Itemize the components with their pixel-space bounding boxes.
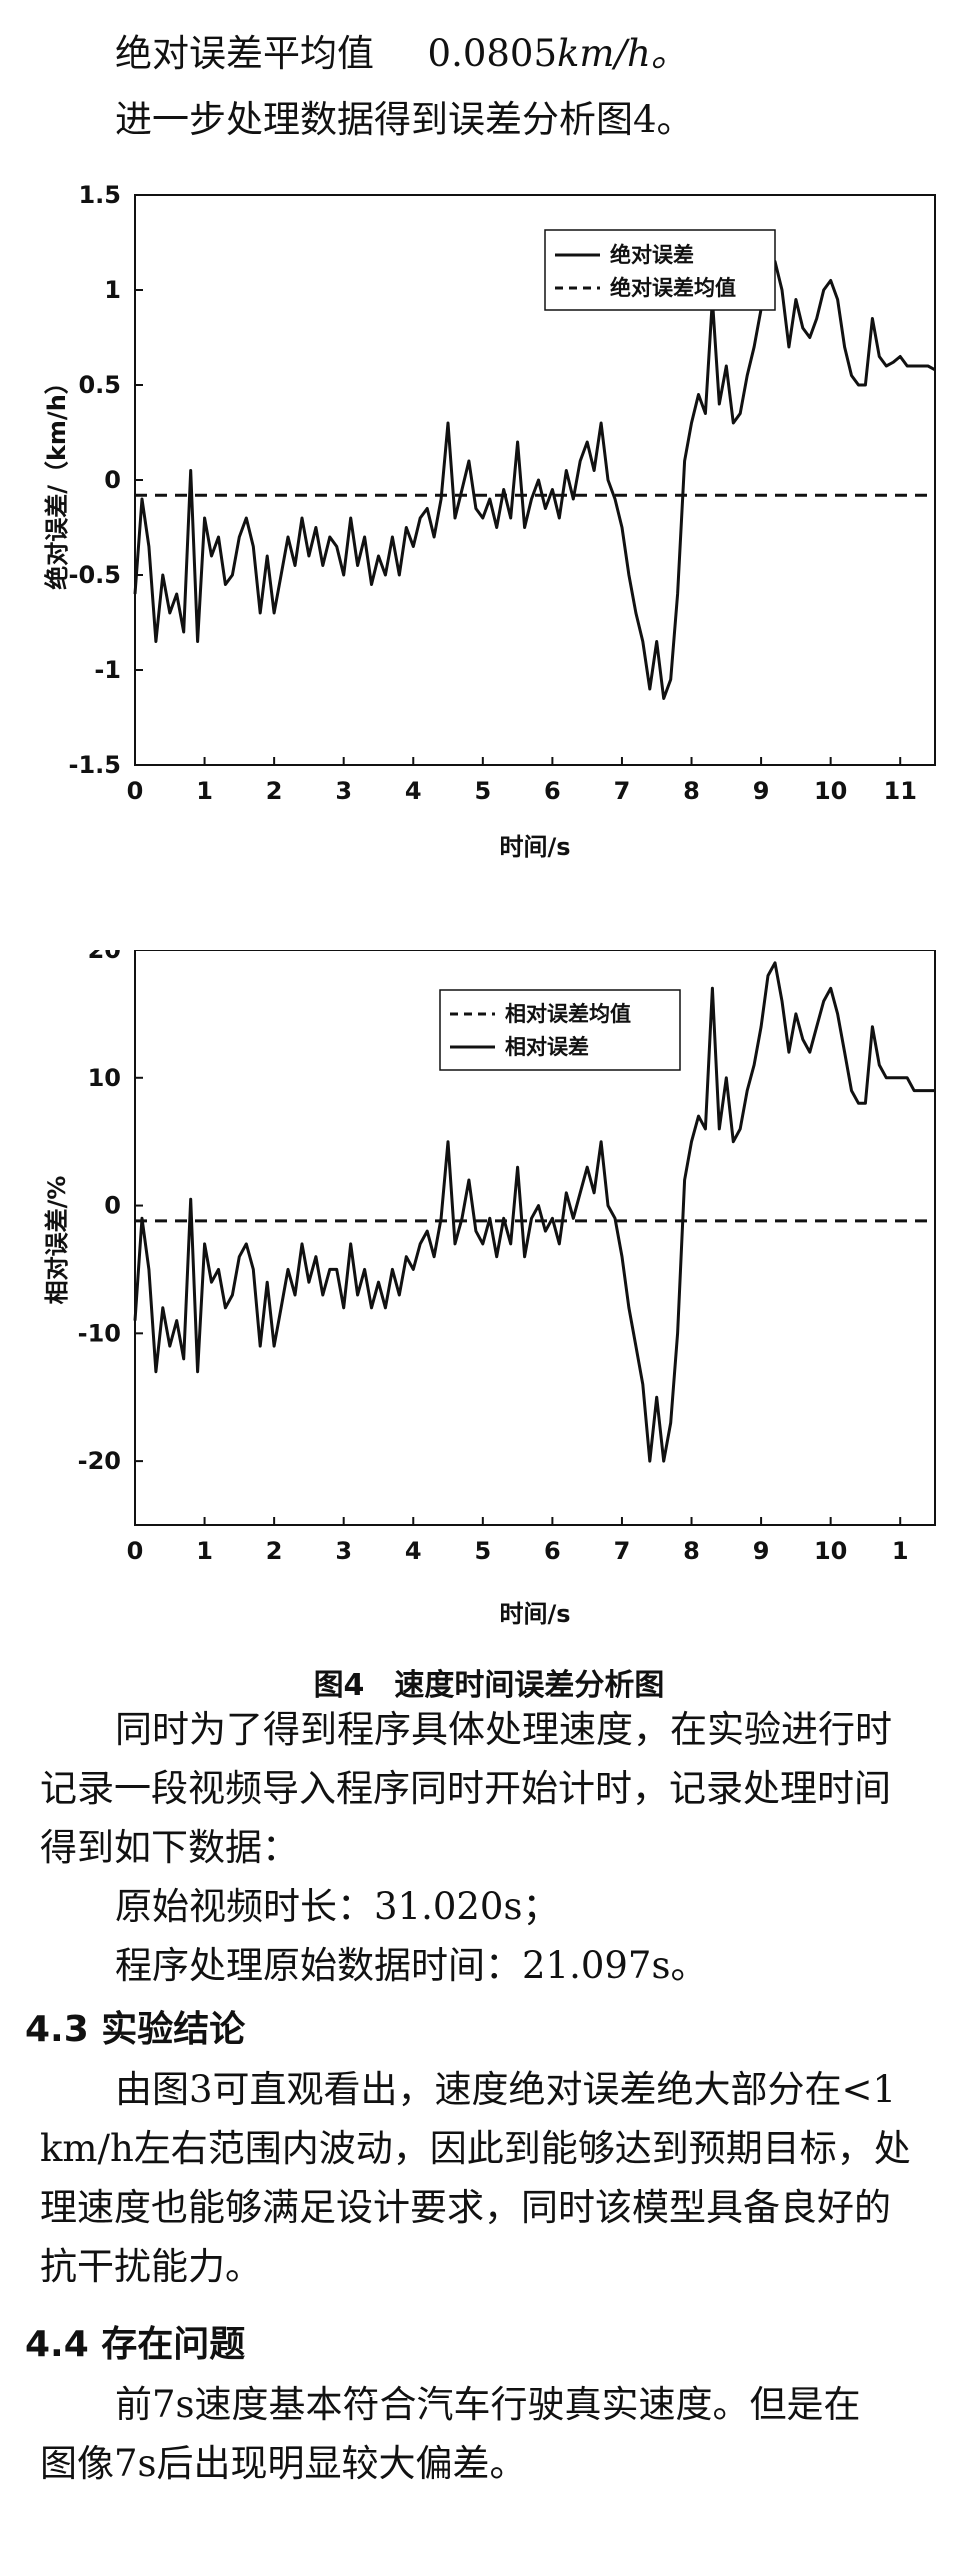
y-tick-label: -10 [78,1319,121,1347]
plot-frame [134,949,936,1526]
legend-label-1: 绝对误差 [610,243,694,267]
y-axis-label: 相对误差/% [43,1176,71,1305]
abs-error-chart-svg: 0 1 2 3 4 5 6 7 8 9 10 11 1.5 1 0.5 0 -0.5 -1 -1.5 绝对误差 绝对… [43,181,936,861]
legend-label-2: 绝对误差均值 [610,276,736,300]
para1-line3: 得到如下数据： [40,1826,299,1869]
para1-line4: 原始视频时长：31.020s； [115,1885,560,1928]
x-tick-label: 9 [753,1537,770,1565]
intro-line: 进一步处理数据得到误差分析图4。 [115,98,694,141]
para1-line5: 程序处理原始数据时间：21.097s。 [115,1944,708,1987]
summary-unit: km/h。 [557,32,688,75]
y-tick-label: 0 [104,1192,121,1220]
legend-label-2: 相对误差 [505,1035,589,1059]
y-tick-label: 1.5 [78,185,121,209]
x-tick-label: 2 [266,777,283,805]
summary-line: 绝对误差平均值 0.0805km/h。 [115,30,978,78]
x-tick-label: 3 [335,777,352,805]
rel-error-chart: 0 1 2 3 4 5 6 7 8 9 10 1 20 10 0 -10 -20 相对误差均值 相对误差 时间/… [20,936,970,1640]
x-axis-label: 时间/s [499,833,570,861]
x-axis-label: 时间/s [499,1600,570,1628]
x-tick-label: 10 [814,1537,847,1565]
legend-box [544,229,776,311]
para3-line2: 图像7s后出现明显较大偏差。 [40,2442,527,2485]
legend-box [439,989,681,1071]
y-tick-label: -1.5 [69,751,121,779]
x-tick-label: 2 [266,1537,283,1565]
x-tick-label: 5 [474,777,491,805]
y-tick-label: 1 [104,276,121,304]
summary-label: 绝对误差平均值 [115,32,374,75]
y-axis-label: 绝对误差/（km/h） [43,370,71,590]
x-tick-label: 9 [753,777,770,805]
paragraph-3: 前7s速度基本符合汽车行驶真实速度。但是在 图像7s后出现明显较大偏差。 [40,2375,960,2493]
rel-error-chart-svg: 0 1 2 3 4 5 6 7 8 9 10 1 20 10 0 -10 -20 相对误差均值 相对误差 时间/… [43,936,936,1628]
para1-line1: 同时为了得到程序具体处理速度，在实验进行时 [115,1708,892,1751]
summary-value: 0.0805 [427,32,557,75]
error-series-line [133,260,936,700]
x-tick-label: 1 [892,1537,909,1565]
y-tick-label: 0 [104,466,121,494]
x-tick-label: 1 [196,1537,213,1565]
plot-frame [134,194,936,766]
section-heading-4-4: 4.4 存在问题 [25,2324,246,2365]
abs-error-chart: 0 1 2 3 4 5 6 7 8 9 10 11 1.5 1 0.5 0 -0.5 -1 -1.5 绝对误差 绝对… [20,181,970,885]
y-tick-label: 20 [88,950,121,964]
legend: 绝对误差 绝对误差均值 [544,229,776,311]
y-tick-label: -20 [78,1447,121,1475]
x-tick-label: 0 [127,777,144,805]
x-tick-label: 4 [405,777,422,805]
para2-line1: 由图3可直观看出，速度绝对误差绝大部分在<1 [115,2068,897,2111]
legend-label-1: 相对误差均值 [505,1002,631,1026]
x-tick-label: 1 [196,777,213,805]
para1-line2: 记录一段视频导入程序同时开始计时，记录处理时间 [40,1767,891,1810]
y-tick-label: -1 [94,656,121,684]
x-tick-label: 7 [614,1537,631,1565]
paragraph-1: 同时为了得到程序具体处理速度，在实验进行时 记录一段视频导入程序同时开始计时，记… [40,1700,960,1995]
x-tick-label: 8 [683,1537,700,1565]
x-tick-label: 3 [335,1537,352,1565]
x-tick-label: 4 [405,1537,422,1565]
para3-line1: 前7s速度基本符合汽车行驶真实速度。但是在 [115,2383,861,2426]
paragraph-2: 由图3可直观看出，速度绝对误差绝大部分在<1 km/h左右范围内波动，因此到能够… [40,2060,960,2296]
y-tick-label: -0.5 [69,561,121,589]
x-tick-label: 5 [474,1537,491,1565]
y-tick-label: 0.5 [78,371,121,399]
x-tick-label: 7 [614,777,631,805]
x-tick-label: 0 [127,1537,144,1565]
para2-line2: km/h左右范围内波动，因此到能够达到预期目标，处 [40,2127,911,2170]
x-tick-label: 6 [544,777,561,805]
figure-caption: 图4 速度时间误差分析图 [313,1668,665,1703]
legend: 相对误差均值 相对误差 [439,989,681,1071]
y-tick-label: 10 [88,1064,121,1092]
section-heading-4-3: 4.3 实验结论 [25,2009,246,2050]
para2-line3: 理速度也能够满足设计要求，同时该模型具备良好的 [40,2186,891,2229]
x-tick-label: 11 [884,777,917,805]
x-tick-label: 8 [683,777,700,805]
x-tick-label: 10 [814,777,847,805]
para2-line4: 抗干扰能力。 [40,2245,262,2288]
error-series-line [133,961,935,1463]
x-tick-label: 6 [544,1537,561,1565]
